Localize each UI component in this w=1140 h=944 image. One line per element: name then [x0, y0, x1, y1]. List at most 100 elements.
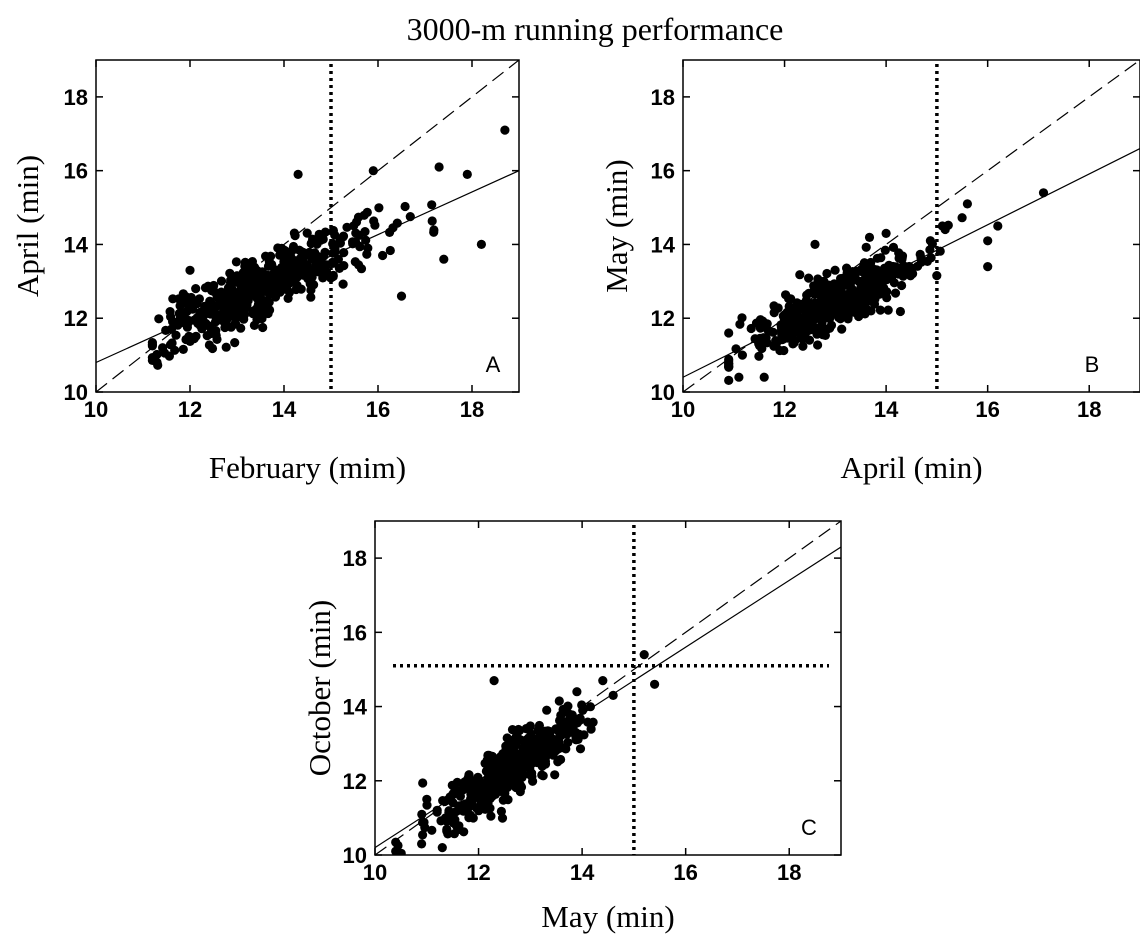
- panel-a: 10 12 14 16 18 10 12 14 16 18 February (mim) April …: [10, 59, 520, 485]
- y-axis-label: October (min): [302, 600, 337, 776]
- data-point: [804, 273, 814, 283]
- data-point: [260, 302, 270, 312]
- data-point: [293, 258, 303, 268]
- figure-title: 3000-m running performance: [407, 11, 784, 47]
- y-tick-label: 10: [651, 380, 675, 405]
- data-point: [567, 710, 577, 720]
- data-point: [427, 216, 437, 226]
- data-point: [469, 789, 479, 799]
- data-point: [758, 316, 768, 326]
- data-point: [498, 795, 508, 805]
- data-point: [822, 324, 832, 334]
- x-axis-label: February (mim): [209, 450, 406, 485]
- data-point: [598, 676, 608, 686]
- data-point: [418, 778, 428, 788]
- data-point: [550, 770, 560, 780]
- data-point: [335, 236, 345, 247]
- data-point: [427, 825, 437, 835]
- data-point: [207, 299, 217, 309]
- data-point: [459, 827, 469, 837]
- data-point: [983, 236, 993, 246]
- data-point: [418, 830, 428, 840]
- data-point: [318, 273, 328, 283]
- plot-frame: [682, 59, 1140, 393]
- data-point: [500, 788, 510, 798]
- data-point: [875, 305, 886, 315]
- data-point: [417, 809, 427, 820]
- data-point: [152, 357, 162, 368]
- data-point: [362, 249, 372, 259]
- data-point: [842, 280, 852, 290]
- panel-c: 10 12 14 16 18 10 12 14 16 18 May (min) October (mi…: [302, 520, 842, 934]
- x-tick-label: 12: [772, 397, 796, 422]
- data-point: [511, 782, 521, 793]
- x-tick-label: 14: [272, 397, 297, 422]
- data-point: [848, 267, 858, 277]
- data-point: [191, 284, 201, 294]
- data-point: [810, 287, 820, 297]
- data-point: [908, 269, 918, 279]
- data-point: [494, 777, 504, 787]
- data-point: [207, 286, 217, 296]
- data-point: [374, 203, 384, 213]
- data-point: [810, 239, 820, 249]
- data-point: [385, 245, 395, 256]
- data-point: [354, 230, 364, 240]
- data-point: [195, 320, 205, 330]
- data-point: [1038, 188, 1049, 198]
- x-tick-label: 16: [366, 397, 390, 422]
- regression-line: [96, 170, 519, 364]
- data-point: [277, 262, 287, 273]
- data-point: [555, 731, 565, 741]
- data-point: [757, 343, 767, 354]
- data-point: [724, 362, 734, 372]
- x-tick-label: 18: [460, 397, 484, 422]
- data-point: [247, 275, 257, 285]
- data-point: [916, 257, 927, 267]
- data-point: [511, 732, 521, 742]
- data-point: [880, 245, 890, 255]
- y-axis-label: May (min): [599, 159, 634, 292]
- data-point: [817, 318, 827, 328]
- data-point: [247, 257, 257, 267]
- data-point: [418, 817, 428, 828]
- data-point: [270, 271, 280, 281]
- data-point: [306, 238, 316, 249]
- data-point: [497, 813, 508, 823]
- x-axis-label: April (min): [840, 450, 982, 485]
- data-point: [338, 279, 348, 289]
- y-tick-label: 18: [64, 85, 88, 110]
- y-tick-label: 16: [343, 620, 367, 645]
- data-point: [724, 375, 734, 385]
- data-point: [289, 228, 299, 238]
- y-tick-label: 14: [64, 232, 89, 257]
- data-point: [320, 227, 330, 237]
- data-point: [572, 718, 583, 728]
- data-point: [572, 687, 582, 697]
- data-point: [339, 248, 349, 258]
- data-point: [258, 322, 268, 333]
- x-tick-label: 18: [777, 860, 801, 885]
- data-point: [277, 243, 287, 253]
- data-point: [883, 305, 893, 315]
- y-tick-label: 12: [343, 769, 367, 794]
- data-point: [769, 341, 779, 351]
- panel-b: 10 12 14 16 18 10 12 14 16 18 April (min) May (min)…: [599, 59, 1140, 485]
- data-point: [812, 329, 822, 339]
- panels: 10 12 14 16 18 10 12 14 16 18 February (mim) April …: [10, 59, 1140, 934]
- data-point: [252, 304, 262, 314]
- data-point: [864, 232, 875, 242]
- regression-line: [683, 147, 1140, 378]
- data-point: [798, 341, 808, 351]
- plot-area: [683, 60, 1140, 392]
- data-point: [234, 311, 244, 322]
- data-point: [165, 340, 176, 350]
- data-point: [478, 784, 488, 794]
- data-point: [572, 729, 582, 739]
- data-point: [784, 294, 794, 304]
- data-point: [434, 162, 444, 172]
- data-point: [264, 288, 274, 298]
- data-point: [448, 790, 458, 800]
- data-point: [351, 237, 361, 247]
- panel-letter: C: [801, 815, 817, 840]
